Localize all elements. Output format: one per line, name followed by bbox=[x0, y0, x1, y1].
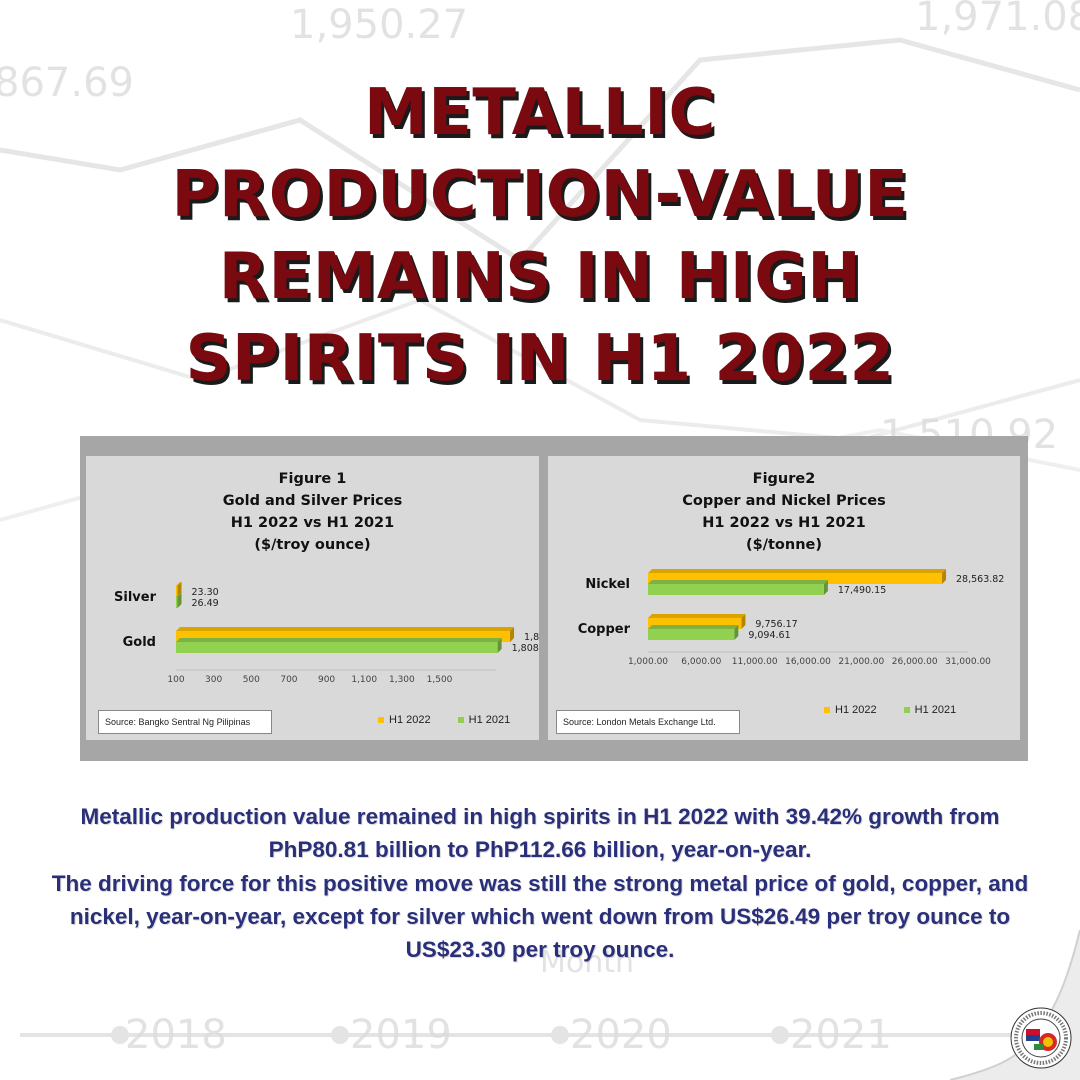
data-label: 23.30 bbox=[192, 587, 219, 598]
legend-swatch-2021 bbox=[457, 717, 464, 724]
bg-number: 867.69 bbox=[0, 60, 134, 106]
figure-title-line: Figure 1 bbox=[278, 471, 347, 487]
legend-swatch-2022 bbox=[378, 717, 384, 724]
figure-title-line: ($/tonne) bbox=[745, 537, 822, 553]
headline-line: PRODUCTION-VALUE bbox=[171, 158, 909, 232]
bg-year: 2020 bbox=[570, 1012, 672, 1058]
bar-gold-h1-2021 bbox=[176, 642, 498, 653]
bar-top-h1-2021 bbox=[176, 638, 502, 642]
x-tick-label: 31,000.00 bbox=[945, 657, 991, 667]
bar-top-h1-2021 bbox=[648, 580, 828, 584]
x-tick-label: 6,000.00 bbox=[681, 657, 721, 667]
legend-label: H1 2021 bbox=[468, 714, 511, 726]
bar-top-h1-2022 bbox=[648, 614, 746, 618]
category-label: Gold bbox=[123, 635, 156, 650]
bar-top-h1-2021 bbox=[648, 625, 739, 629]
bar-top-h1-2022 bbox=[176, 582, 182, 586]
bg-year: 2019 bbox=[350, 1012, 452, 1058]
x-tick-label: 300 bbox=[205, 675, 222, 685]
figure-2-legend: H1 2022 H1 2021 bbox=[824, 704, 980, 716]
x-tick-label: 11,000.00 bbox=[732, 657, 778, 667]
category-label: Silver bbox=[114, 590, 157, 605]
bg-number: 1,950.27 bbox=[290, 2, 469, 48]
bar-silver-h1-2021 bbox=[176, 597, 178, 608]
body-paragraph-2: The driving force for this positive move… bbox=[51, 871, 1029, 962]
figure-title-line: Figure2 bbox=[752, 471, 816, 487]
x-tick-label: 900 bbox=[318, 675, 335, 685]
data-label: 9,094.61 bbox=[748, 630, 790, 641]
bar-gold-h1-2022 bbox=[176, 631, 511, 642]
x-tick-label: 700 bbox=[280, 675, 297, 685]
bar-copper-h1-2021 bbox=[648, 629, 735, 640]
bar-silver-h1-2022 bbox=[176, 586, 178, 597]
body-text: Metallic production value remained in hi… bbox=[40, 800, 1040, 967]
bar-side-h1-2022 bbox=[741, 614, 746, 629]
data-label: 17,490.15 bbox=[838, 585, 886, 596]
x-tick-label: 100 bbox=[167, 675, 184, 685]
x-tick-label: 1,300 bbox=[389, 675, 415, 685]
data-label: 28,563.82 bbox=[956, 574, 1004, 585]
bar-nickel-h1-2022 bbox=[648, 573, 943, 584]
figure-title-line: ($/troy ounce) bbox=[254, 537, 371, 553]
bar-copper-h1-2022 bbox=[648, 618, 742, 629]
data-label: 9,756.17 bbox=[755, 619, 797, 630]
bg-year: 2021 bbox=[790, 1012, 892, 1058]
figure-title-line: Copper and Nickel Prices bbox=[682, 493, 886, 509]
data-label: 1,808.59 bbox=[512, 643, 539, 654]
legend-label: H1 2022 bbox=[389, 714, 431, 726]
figure-1-legend: H1 2022 H1 2021 bbox=[378, 714, 534, 726]
category-label: Nickel bbox=[585, 577, 630, 592]
data-label: 26.49 bbox=[192, 598, 219, 609]
bar-side-h1-2022 bbox=[942, 569, 947, 584]
headline-line: SPIRITS IN H1 2022 bbox=[185, 322, 895, 396]
x-tick-label: 16,000.00 bbox=[785, 657, 831, 667]
x-tick-label: 21,000.00 bbox=[838, 657, 884, 667]
bg-number: 1,971.08 bbox=[915, 0, 1080, 40]
legend-swatch-2021 bbox=[903, 707, 910, 714]
body-paragraph-1: Metallic production value remained in hi… bbox=[80, 804, 1000, 862]
legend-label: H1 2021 bbox=[914, 704, 957, 716]
figure-2-copper-nickel: Nickel 28,563.82 17,490.15 Copper 9,756.17 9,… bbox=[548, 456, 1020, 740]
x-tick-label: 1,500 bbox=[427, 675, 453, 685]
data-label: 1,874.47 bbox=[524, 632, 539, 643]
bar-top-h1-2022 bbox=[648, 569, 947, 573]
legend-label: H1 2022 bbox=[835, 704, 877, 716]
legend-swatch-2022 bbox=[824, 707, 830, 714]
headline-line: REMAINS IN HIGH bbox=[218, 240, 862, 314]
figure-2-source: Source: London Metals Exchange Ltd. bbox=[556, 710, 740, 734]
bar-side-h1-2021 bbox=[497, 638, 502, 653]
category-label: Copper bbox=[578, 622, 631, 637]
figure-2-title: Figure2 Copper and Nickel Prices H1 2022… bbox=[548, 468, 1020, 556]
bg-year: 2018 bbox=[125, 1012, 227, 1058]
x-tick-label: 500 bbox=[243, 675, 260, 685]
bar-top-h1-2022 bbox=[176, 627, 515, 631]
bar-side-h1-2021 bbox=[734, 625, 739, 640]
x-tick-label: 1,100 bbox=[351, 675, 377, 685]
bg-label: Month bbox=[540, 945, 635, 980]
headline-line: METALLIC bbox=[364, 76, 716, 150]
figure-title-line: H1 2022 vs H1 2021 bbox=[230, 515, 395, 531]
x-tick-label: 26,000.00 bbox=[892, 657, 938, 667]
bar-side-h1-2021 bbox=[823, 580, 828, 595]
bar-side-h1-2021 bbox=[177, 593, 182, 608]
figure-2-plot: Nickel 28,563.82 17,490.15 Copper 9,756.179,… bbox=[578, 569, 1004, 667]
figure-title-line: H1 2022 vs H1 2021 bbox=[702, 515, 866, 531]
bar-top-h1-2021 bbox=[176, 593, 182, 597]
x-tick-label: 1,000.00 bbox=[628, 657, 668, 667]
seal-logo bbox=[1010, 1007, 1072, 1069]
figure-1-source: Source: Bangko Sentral Ng Pilipinas bbox=[98, 710, 272, 734]
bar-nickel-h1-2021 bbox=[648, 584, 824, 595]
headline: METALLIC PRODUCTION-VALUE REMAINS IN HIG… bbox=[40, 72, 1040, 400]
bar-side-h1-2022 bbox=[510, 627, 515, 642]
figure-title-line: Gold and Silver Prices bbox=[222, 493, 403, 509]
figure-1-title: Figure 1 Gold and Silver Prices H1 2022 … bbox=[86, 468, 539, 556]
